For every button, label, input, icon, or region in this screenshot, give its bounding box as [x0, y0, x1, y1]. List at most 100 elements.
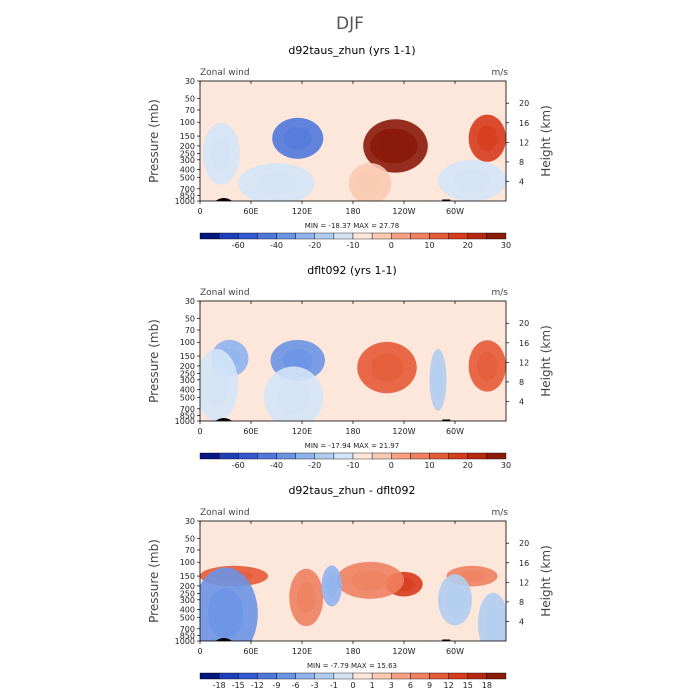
x-tick-label: 120W	[392, 647, 415, 656]
field-layer	[200, 561, 506, 641]
y-tick-label: 200	[180, 142, 195, 151]
colorbar-bin	[199, 232, 220, 240]
field-feature-core	[370, 353, 404, 382]
colorbar-bin	[467, 672, 488, 680]
colorbar-bin	[429, 672, 449, 680]
y-tick-label: 850	[180, 631, 195, 640]
units-label: m/s	[492, 68, 509, 78]
colorbar-label: 10	[424, 241, 434, 250]
colorbar-label: -12	[251, 681, 264, 690]
y-right-tick-label: 12	[519, 358, 529, 367]
colorbar-bin	[314, 232, 335, 240]
y-tick-label: 70	[185, 326, 195, 335]
y-tick-label: 250	[180, 150, 195, 159]
colorbar-label: 18	[482, 681, 492, 690]
colorbar-label: -20	[308, 461, 321, 470]
x-tick-label: 180	[345, 647, 360, 656]
x-tick-label: 60E	[243, 207, 258, 216]
y-tick-label: 400	[180, 166, 195, 175]
y-right-tick-label: 4	[519, 617, 524, 626]
field-feature-core	[205, 365, 229, 405]
y-axis-title: Pressure (mb)	[147, 319, 161, 403]
colorbar-label: -10	[346, 461, 359, 470]
y-right-axis-title: Height (km)	[539, 105, 553, 176]
colorbar-label: 12	[444, 681, 454, 690]
y-tick-label: 400	[180, 606, 195, 615]
y-tick-label: 500	[180, 613, 195, 622]
stats-text: MIN = -17.94 MAX = 21.97	[305, 442, 399, 450]
colorbar-bin	[467, 452, 488, 460]
x-tick-label: 60W	[446, 207, 464, 216]
colorbar-label: 30	[501, 461, 511, 470]
colorbar-label: 3	[389, 681, 394, 690]
y-tick-label: 200	[180, 362, 195, 371]
colorbar-bin	[448, 232, 468, 240]
y-axis-title: Pressure (mb)	[147, 99, 161, 183]
y-tick-label: 150	[180, 352, 195, 361]
y-tick-label: 1000	[175, 417, 195, 426]
y-tick-label: 1000	[175, 637, 195, 646]
field-feature-core	[282, 349, 313, 372]
y-tick-label: 30	[185, 297, 195, 306]
topography-mark	[215, 638, 233, 641]
y-tick-label: 150	[180, 572, 195, 581]
colorbar-label: 20	[463, 241, 473, 250]
variable-label: Zonal wind	[200, 508, 250, 518]
topography-mark	[442, 419, 451, 421]
y-right-tick-label: 12	[519, 138, 529, 147]
field-feature-core	[277, 380, 310, 415]
panel-dflt092: dflt092 (yrs 1-1) Zonal wind m/s MIN = -…	[147, 264, 553, 470]
y-right-tick-label: 20	[519, 539, 529, 548]
y-tick-label: 150	[180, 132, 195, 141]
colorbar-bin	[276, 232, 296, 240]
colorbar-label: -40	[270, 241, 283, 250]
colorbar-label: -60	[232, 461, 245, 470]
colorbar-bin	[295, 672, 315, 680]
y-right-tick-label: 4	[519, 397, 524, 406]
colorbar-bin	[333, 672, 354, 680]
colorbar-bin	[199, 452, 220, 460]
colorbar-label: -1	[330, 681, 338, 690]
colorbar-label: 20	[463, 461, 473, 470]
colorbar-label: -10	[346, 241, 359, 250]
x-tick-label: 0	[197, 647, 202, 656]
stats-text: MIN = -18.37 MAX = 27.78	[305, 222, 399, 230]
colorbar-bin	[410, 672, 430, 680]
y-tick-label: 700	[180, 625, 195, 634]
variable-label: Zonal wind	[200, 68, 250, 78]
field-feature-core	[207, 588, 244, 640]
y-right-tick-label: 20	[519, 319, 529, 328]
colorbar-bin	[238, 452, 258, 460]
y-tick-label: 100	[180, 338, 195, 347]
colorbar-label: 0	[350, 681, 355, 690]
colorbar-bin	[295, 232, 315, 240]
colorbar-bin	[218, 232, 239, 240]
topography-mark	[215, 198, 233, 201]
y-tick-label: 850	[180, 411, 195, 420]
panel-title: d92taus_zhun (yrs 1-1)	[288, 44, 415, 57]
y-right-tick-label: 8	[519, 158, 524, 167]
y-tick-label: 50	[185, 534, 195, 543]
colorbar-bin	[333, 232, 354, 240]
y-right-tick-label: 16	[519, 119, 529, 128]
x-tick-label: 60W	[446, 647, 464, 656]
colorbar-bin	[238, 232, 258, 240]
x-tick-label: 120W	[392, 207, 415, 216]
y-right-tick-label: 12	[519, 578, 529, 587]
y-tick-label: 400	[180, 386, 195, 395]
y-right-tick-label: 8	[519, 378, 524, 387]
panel-title: dflt092 (yrs 1-1)	[307, 264, 397, 277]
y-tick-label: 100	[180, 558, 195, 567]
field-background	[200, 301, 506, 421]
colorbar-label: -20	[308, 241, 321, 250]
field-feature-core	[445, 585, 465, 614]
colorbar-bin	[276, 672, 296, 680]
colorbar-label: 0	[389, 241, 394, 250]
y-tick-label: 850	[180, 191, 195, 200]
colorbar-bin	[486, 452, 507, 460]
field-feature-core	[477, 351, 498, 381]
y-tick-label: 50	[185, 314, 195, 323]
field-feature-core	[255, 172, 298, 195]
x-tick-label: 120E	[292, 647, 312, 656]
y-right-tick-label: 16	[519, 559, 529, 568]
